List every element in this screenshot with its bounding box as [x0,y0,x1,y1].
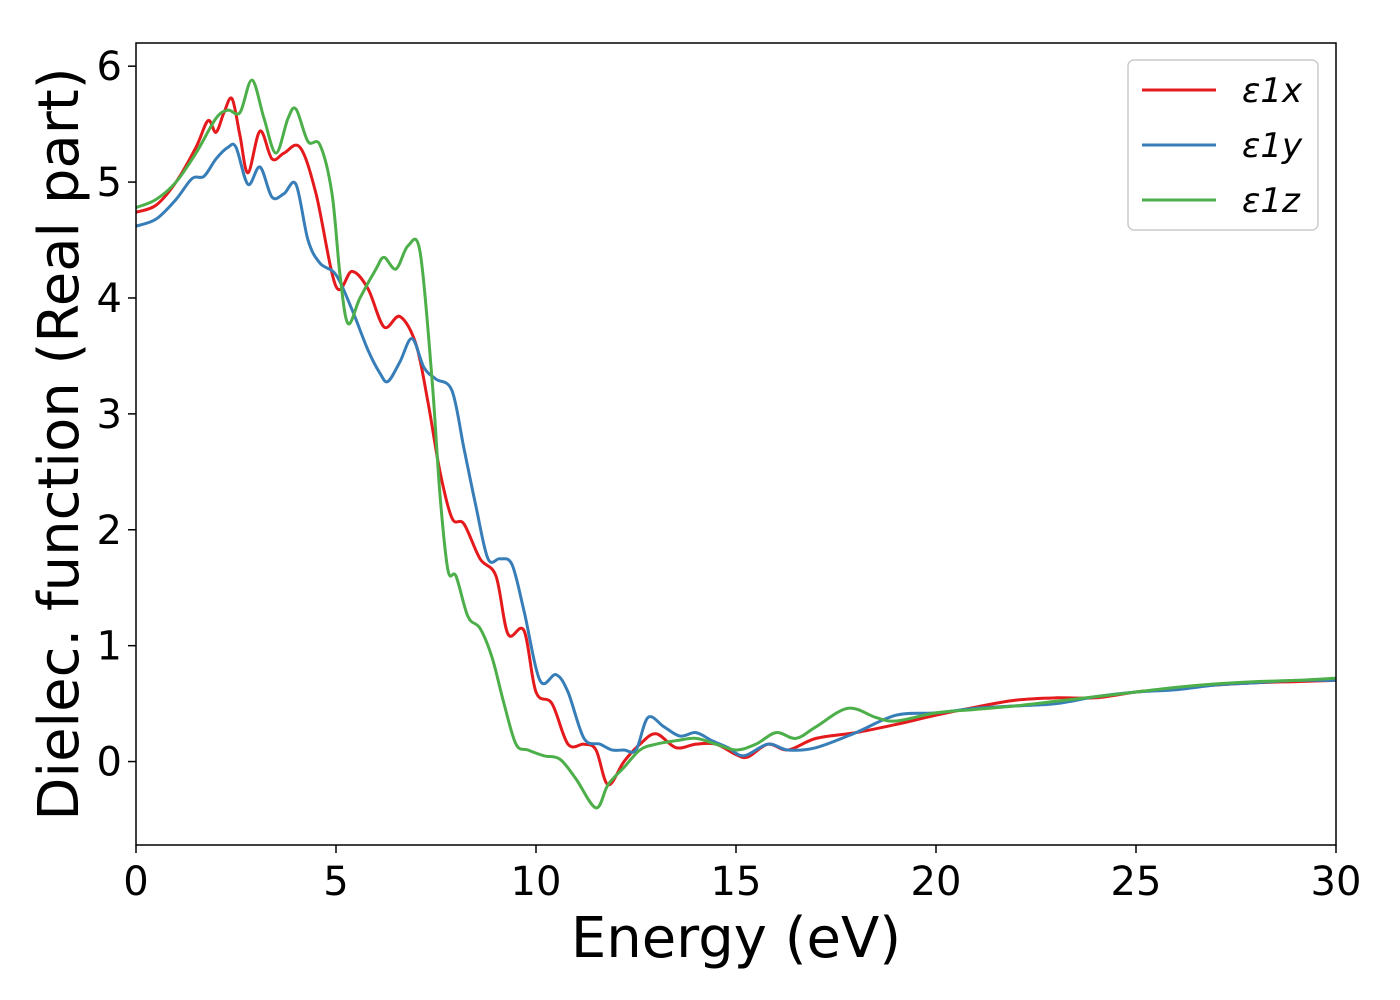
y-tick-label: 3 [97,392,122,438]
legend-label-3: ε1z [1242,181,1301,221]
y-tick-label: 2 [97,508,122,554]
x-tick-label: 15 [711,859,762,905]
ticks-layer: 0 5 10 15 20 25 30 0 1 2 3 4 5 6 [97,44,1362,905]
legend-box [1127,59,1319,231]
x-axis-label: Energy (eV) [571,906,901,971]
series-line-3 [136,78,1336,810]
x-tick-label: 0 [123,859,148,905]
x-tick-label: 5 [323,859,348,905]
y-tick-label: 6 [97,44,122,90]
y-axis-label: Dielec. function (Real part) [27,67,92,820]
y-tick-label: 1 [97,624,122,670]
x-tick-label: 25 [1111,859,1162,905]
y-tick-label: 4 [97,276,122,322]
y-tick-label: 0 [97,740,122,786]
x-tick-label: 10 [511,859,562,905]
series-layer [136,78,1336,810]
y-tick-label: 5 [97,160,122,206]
x-tick-label: 30 [1311,859,1362,905]
series-line-2 [136,142,1336,758]
legend: ε1x ε1y ε1z [1127,59,1319,231]
x-tick-label: 20 [911,859,962,905]
legend-label-2: ε1y [1242,126,1303,166]
legend-label-1: ε1x [1242,71,1303,111]
